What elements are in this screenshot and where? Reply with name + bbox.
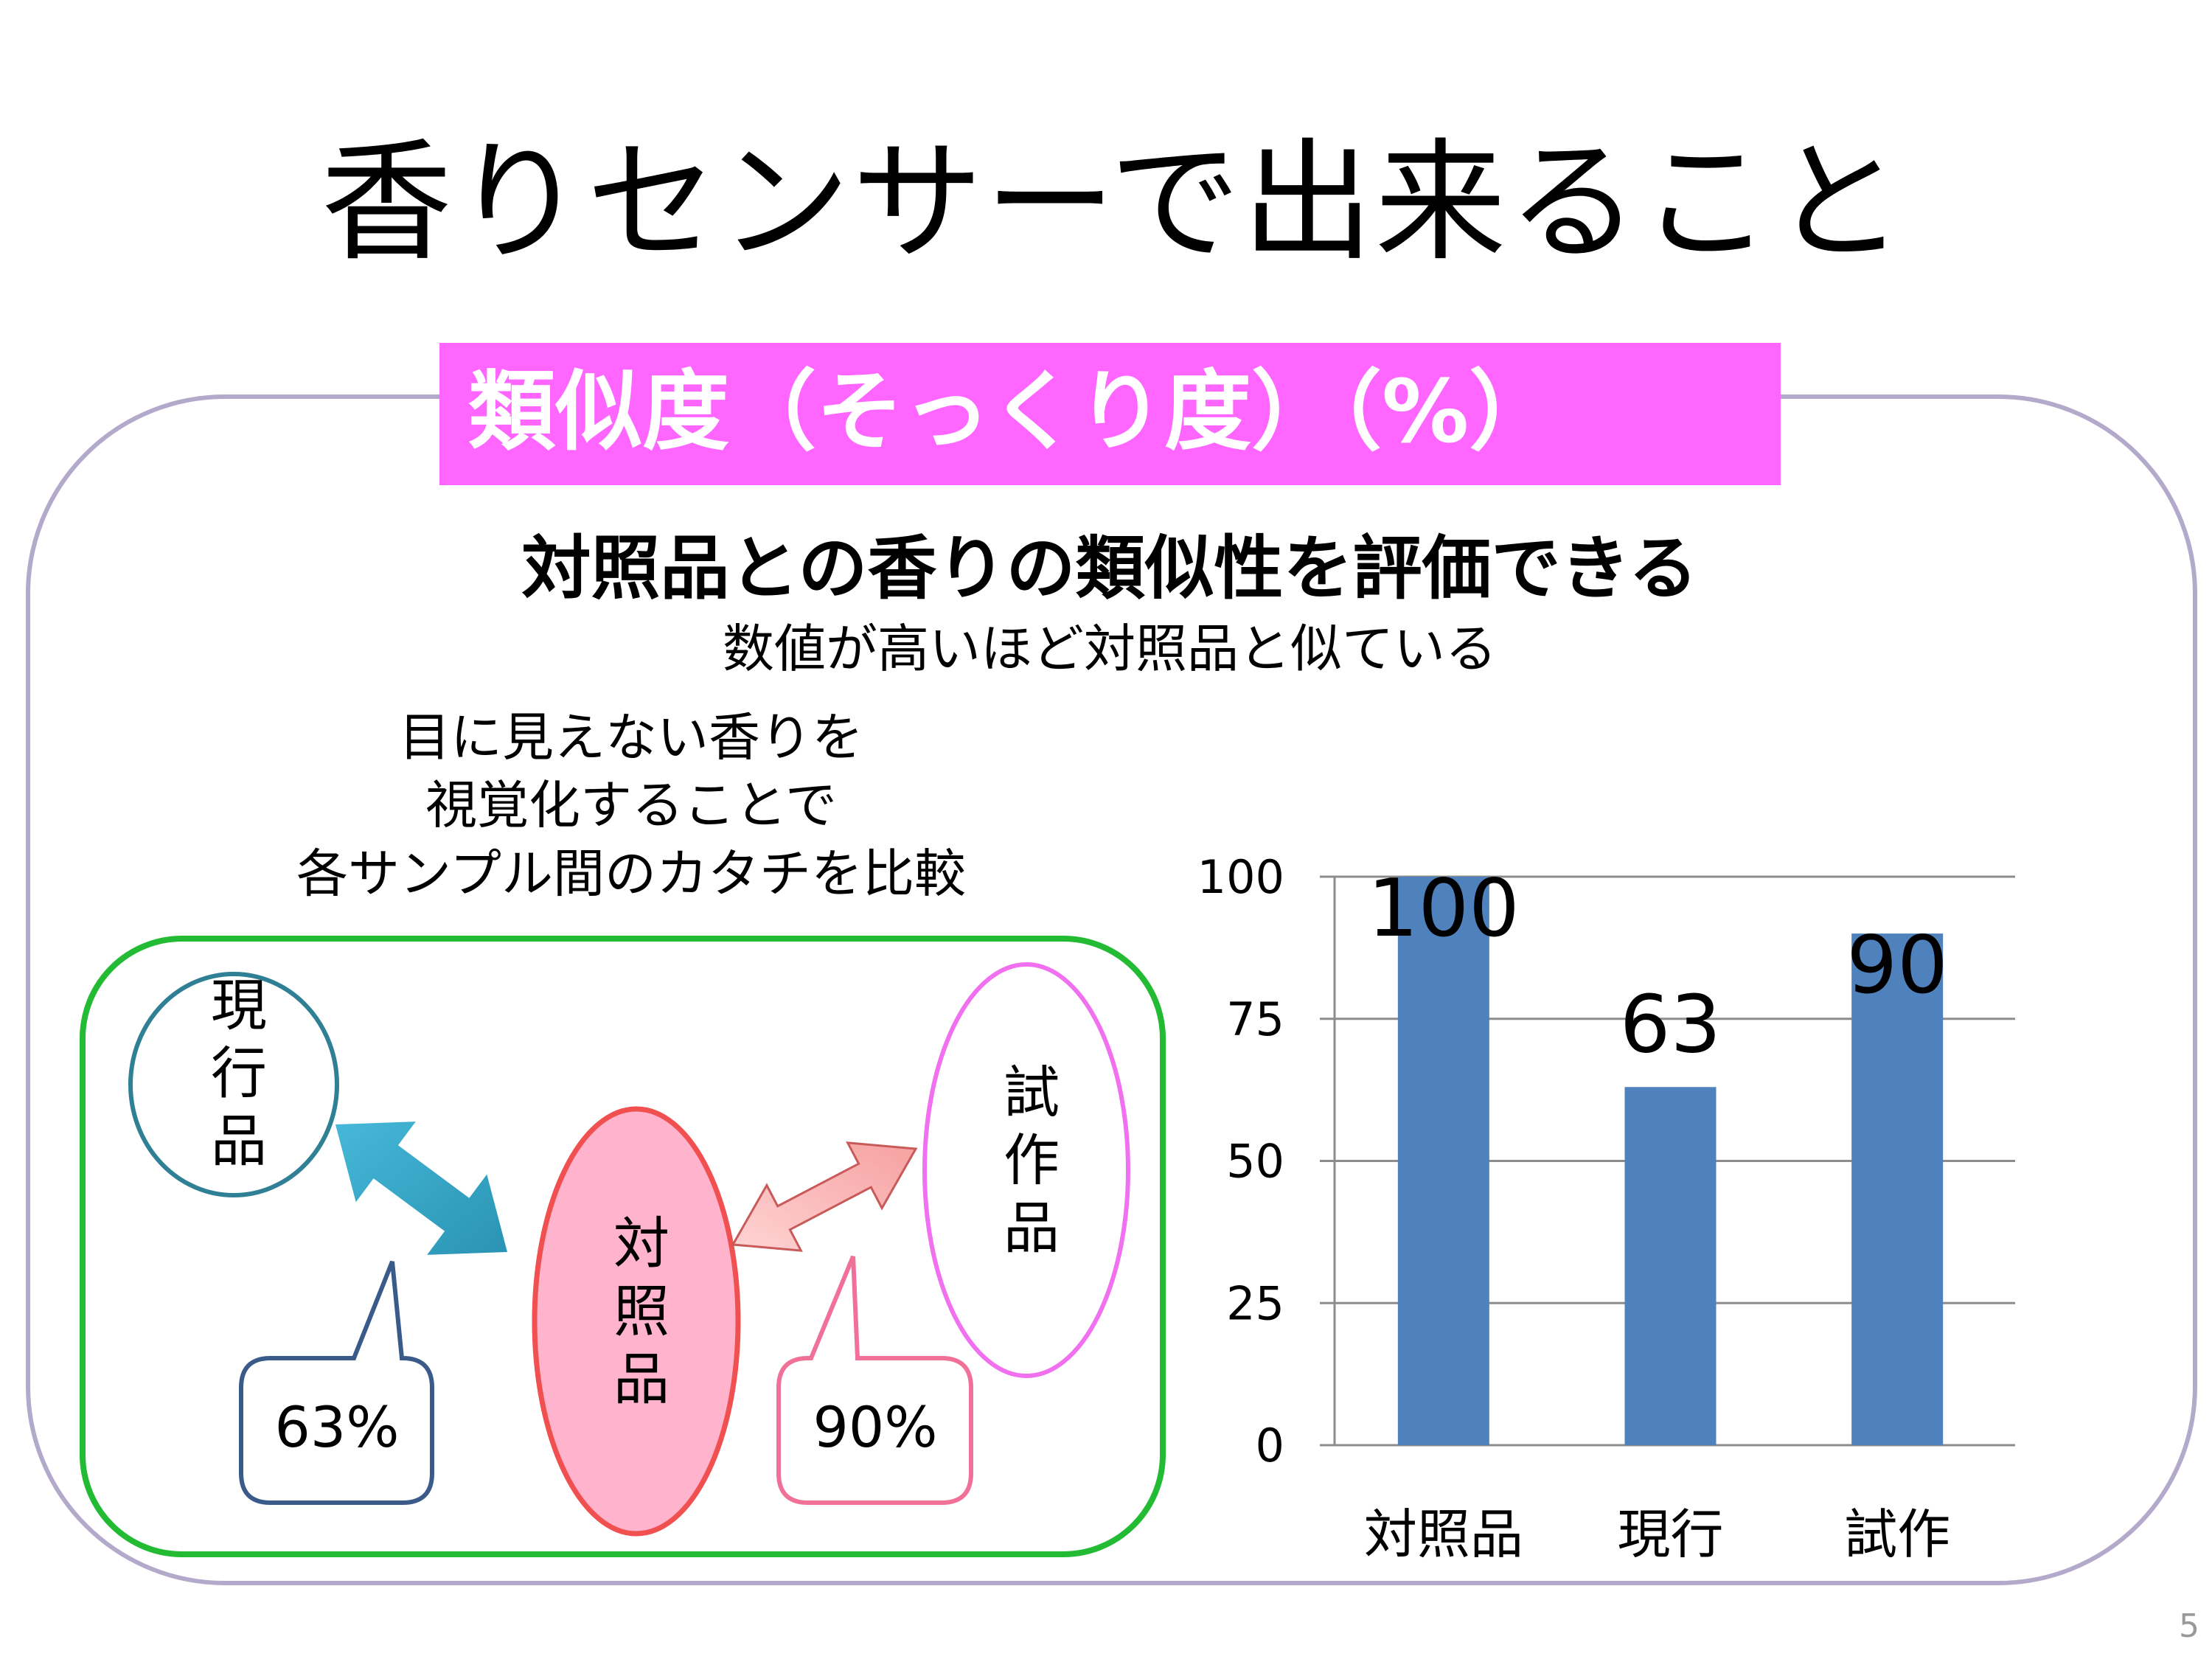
prototype-label: 試作品 bbox=[994, 1062, 1060, 1266]
callout-63 bbox=[239, 1260, 434, 1505]
double-arrow-icon bbox=[335, 1121, 507, 1255]
y-tick-label: 75 bbox=[1226, 992, 1284, 1046]
description-line: 目に見えない香りを bbox=[399, 707, 863, 768]
x-category-label: 試作 bbox=[1844, 1503, 1950, 1565]
current-ellipse bbox=[128, 972, 339, 1197]
bar bbox=[1624, 1087, 1717, 1445]
page-number: 5 bbox=[2179, 1607, 2199, 1645]
x-category-label: 現行 bbox=[1617, 1503, 1723, 1565]
y-tick-label: 50 bbox=[1226, 1135, 1284, 1189]
y-tick-label: 100 bbox=[1197, 850, 1284, 904]
data-label: 63 bbox=[1620, 978, 1721, 1071]
bar bbox=[1851, 933, 1944, 1445]
description-line: 視覚化することで bbox=[425, 775, 837, 835]
banner bbox=[439, 343, 1781, 485]
current-label: 現行品 bbox=[201, 975, 267, 1179]
y-tick-label: 0 bbox=[1256, 1419, 1284, 1472]
current-similarity: 63% bbox=[275, 1394, 400, 1460]
data-label: 100 bbox=[1368, 863, 1520, 955]
reference-ellipse bbox=[532, 1106, 741, 1537]
description-line: 各サンプル間のカタチを比較 bbox=[296, 844, 966, 904]
banner-text: 類似度（そっくり度）（%） bbox=[468, 361, 1557, 462]
subtext: 数値が高いほど対照品と似ている bbox=[723, 619, 1497, 679]
reference-label: 対照品 bbox=[604, 1214, 669, 1417]
y-tick-label: 25 bbox=[1226, 1276, 1284, 1330]
diagram-frame bbox=[80, 936, 1166, 1557]
double-arrow-icon bbox=[731, 1141, 918, 1252]
prototype-ellipse bbox=[922, 962, 1130, 1378]
x-category-label: 対照品 bbox=[1364, 1503, 1523, 1565]
callout-90 bbox=[776, 1255, 973, 1505]
subheading: 対照品との香りの類似性を評価できる bbox=[521, 529, 1698, 609]
prototype-similarity: 90% bbox=[813, 1394, 938, 1460]
slide-title: 香りセンサーで出来ること bbox=[321, 126, 1906, 279]
bar bbox=[1397, 877, 1489, 1445]
bar-chart: 0 25 50 75 100 100 対照品 63 現行 90 試作 bbox=[1197, 850, 2015, 1565]
data-label: 90 bbox=[1846, 919, 1947, 1012]
